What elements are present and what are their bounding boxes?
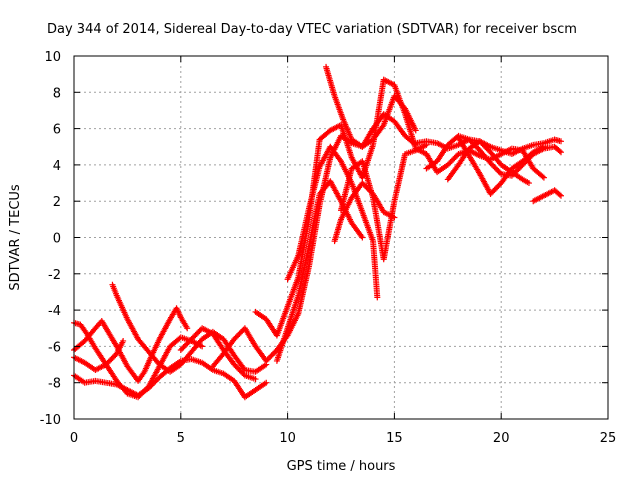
x-tick-label: 5 bbox=[177, 431, 185, 446]
data-series-arc-12 bbox=[323, 63, 419, 150]
x-axis-label: GPS time / hours bbox=[287, 459, 396, 474]
data-point-markers bbox=[455, 134, 547, 197]
data-point-markers bbox=[530, 187, 565, 205]
chart-title: Day 344 of 2014, Sidereal Day-to-day VTE… bbox=[47, 22, 577, 37]
data-point-markers bbox=[444, 138, 532, 187]
data-point-markers bbox=[338, 141, 430, 263]
data-series-arc-18 bbox=[455, 134, 547, 197]
x-tick-label: 10 bbox=[279, 431, 296, 446]
y-tick-label: -4 bbox=[48, 304, 61, 319]
data-layer bbox=[71, 63, 565, 401]
y-axis-label: SDTVAR / TECUs bbox=[8, 184, 23, 291]
data-series-arc-9 bbox=[273, 178, 366, 364]
y-tick-label: 6 bbox=[53, 123, 61, 138]
data-series-arc-19 bbox=[530, 187, 565, 205]
y-tick-label: 2 bbox=[53, 195, 61, 210]
ticks: 0 5 10 15 20 25 -10 -8 -6 -4 -2 0 2 4 6 8 10 bbox=[40, 50, 617, 446]
x-tick-label: 20 bbox=[493, 431, 510, 446]
data-point-markers bbox=[284, 143, 381, 301]
x-tick-label: 15 bbox=[386, 431, 403, 446]
data-point-markers bbox=[273, 178, 366, 364]
data-series-arc-13 bbox=[338, 141, 430, 263]
y-tick-label: 8 bbox=[53, 86, 61, 101]
data-series-arc-6 bbox=[177, 325, 259, 383]
y-tick-label: -8 bbox=[48, 377, 61, 392]
data-series-arc-10 bbox=[284, 143, 381, 301]
y-tick-label: -10 bbox=[40, 413, 61, 428]
y-tick-label: -6 bbox=[48, 340, 61, 355]
y-tick-label: 0 bbox=[53, 232, 61, 247]
data-point-markers bbox=[323, 63, 419, 150]
data-series-arc-17 bbox=[444, 138, 532, 187]
x-tick-label: 25 bbox=[600, 431, 617, 446]
y-tick-label: 4 bbox=[53, 159, 61, 174]
x-tick-label: 0 bbox=[70, 431, 78, 446]
y-tick-label: 10 bbox=[44, 50, 61, 65]
y-tick-label: -2 bbox=[48, 268, 61, 283]
data-point-markers bbox=[177, 325, 259, 383]
